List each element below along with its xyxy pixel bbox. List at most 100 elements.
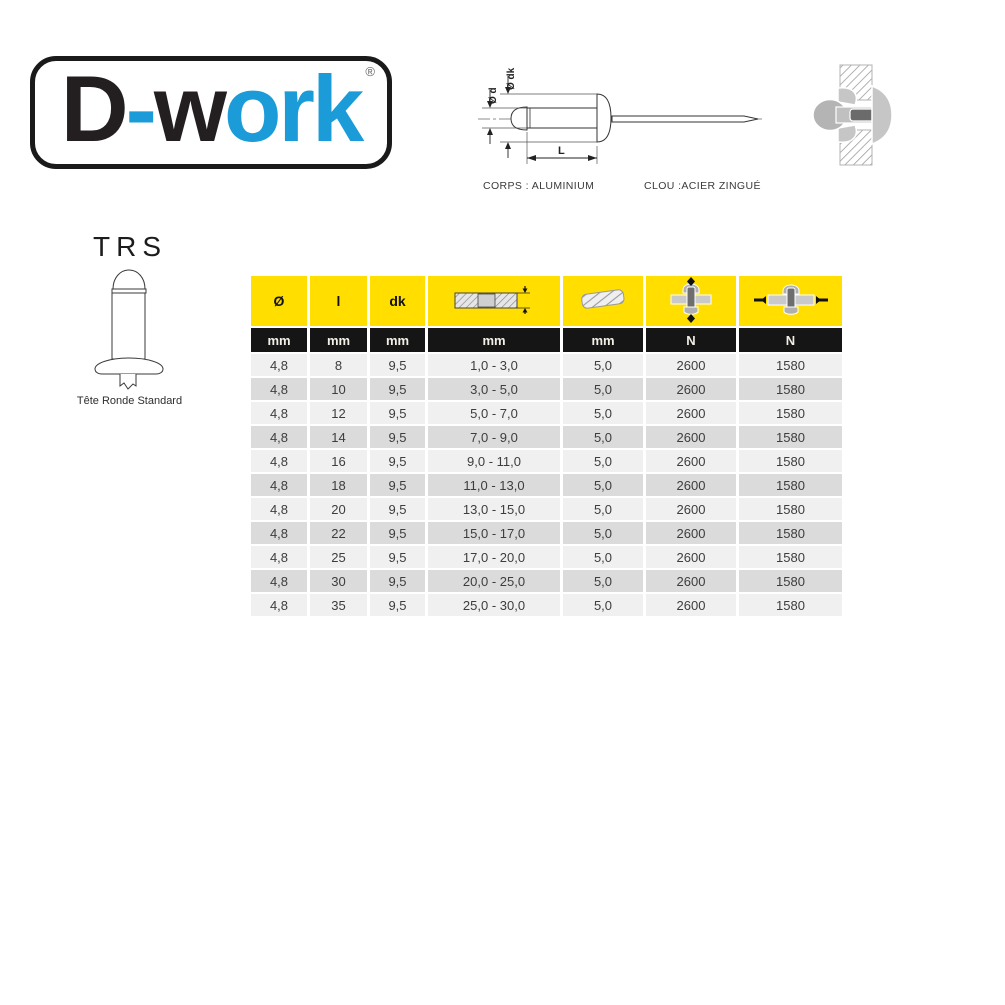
table-cell: 2600 (646, 570, 736, 592)
table-cell: 9,5 (370, 522, 425, 544)
table-cell: 4,8 (251, 594, 307, 616)
table-cell: 35 (310, 594, 367, 616)
table-cell: 22 (310, 522, 367, 544)
table-cell: 15,0 - 17,0 (428, 522, 560, 544)
table-unit-header-row: mm mm mm mm mm N N (251, 328, 842, 352)
table-cell: 9,5 (370, 570, 425, 592)
caption-nail-material: CLOU :ACIER ZINGUÉ (644, 180, 761, 192)
table-row: 4,8 20 9,5 13,0 - 15,0 5,0 2600 1580 (251, 498, 842, 520)
unit-cell: N (739, 328, 842, 352)
table-row: 4,8 14 9,5 7,0 - 9,0 5,0 2600 1580 (251, 426, 842, 448)
spec-table: Ø l dk (248, 274, 845, 618)
table-cell: 14 (310, 426, 367, 448)
table-cell: 5,0 (563, 546, 643, 568)
table-row: 4,8 25 9,5 17,0 - 20,0 5,0 2600 1580 (251, 546, 842, 568)
spec-table-body: 4,8 8 9,5 1,0 - 3,0 5,0 2600 1580 4,8 10 9,5 3,0 -… (251, 354, 842, 616)
table-cell: 5,0 (563, 498, 643, 520)
table-cell: 2600 (646, 522, 736, 544)
table-row: 4,8 10 9,5 3,0 - 5,0 5,0 2600 1580 (251, 378, 842, 400)
table-cell: 2600 (646, 474, 736, 496)
table-cell: 9,5 (370, 426, 425, 448)
unit-cell: mm (428, 328, 560, 352)
table-cell: 5,0 (563, 570, 643, 592)
table-cell: 13,0 - 15,0 (428, 498, 560, 520)
tensile-strength-icon (753, 283, 828, 315)
table-cell: 9,5 (370, 498, 425, 520)
table-cell: 9,5 (370, 594, 425, 616)
table-cell: 2600 (646, 546, 736, 568)
table-cell: 4,8 (251, 546, 307, 568)
logo-segment: - (125, 55, 157, 161)
table-cell: 16 (310, 450, 367, 472)
table-cell: 4,8 (251, 522, 307, 544)
table-cell: 1580 (739, 498, 842, 520)
label-length-l: L (558, 145, 565, 157)
rivet-profile-illustration (94, 269, 164, 390)
table-cell: 4,8 (251, 474, 307, 496)
brand-logo: D-work ® (30, 56, 392, 169)
table-cell: 2600 (646, 426, 736, 448)
table-cell: 3,0 - 5,0 (428, 378, 560, 400)
table-cell: 9,5 (370, 474, 425, 496)
table-cell: 2600 (646, 450, 736, 472)
table-cell: 4,8 (251, 498, 307, 520)
table-cell: 20,0 - 25,0 (428, 570, 560, 592)
col-header-drill-diameter (563, 276, 643, 326)
table-cell: 25,0 - 30,0 (428, 594, 560, 616)
grip-range-icon (454, 285, 530, 314)
col-header-length: l (310, 276, 367, 326)
label-diameter-d: Ø d (488, 87, 499, 104)
table-row: 4,8 16 9,5 9,0 - 11,0 5,0 2600 1580 (251, 450, 842, 472)
table-cell: 5,0 (563, 522, 643, 544)
table-cell: 1580 (739, 546, 842, 568)
table-cell: 17,0 - 20,0 (428, 546, 560, 568)
unit-cell: N (646, 328, 736, 352)
table-cell: 5,0 (563, 354, 643, 376)
col-header-tensile-strength (739, 276, 842, 326)
unit-cell: mm (251, 328, 307, 352)
table-cell: 5,0 - 7,0 (428, 402, 560, 424)
col-header-diameter: Ø (251, 276, 307, 326)
product-name: Tête Ronde Standard (76, 395, 183, 407)
unit-cell: mm (563, 328, 643, 352)
table-cell: 5,0 (563, 402, 643, 424)
table-cell: 2600 (646, 498, 736, 520)
brand-logo-text: D-work (61, 61, 365, 156)
table-cell: 4,8 (251, 402, 307, 424)
label-diameter-dk: Ø dk (506, 67, 517, 90)
table-cell: 1580 (739, 402, 842, 424)
table-row: 4,8 30 9,5 20,0 - 25,0 5,0 2600 1580 (251, 570, 842, 592)
table-cell: 2600 (646, 378, 736, 400)
table-row: 4,8 8 9,5 1,0 - 3,0 5,0 2600 1580 (251, 354, 842, 376)
table-cell: 5,0 (563, 474, 643, 496)
table-cell: 1,0 - 3,0 (428, 354, 560, 376)
table-cell: 5,0 (563, 594, 643, 616)
logo-segment: w (153, 55, 227, 161)
table-cell: 9,5 (370, 378, 425, 400)
table-cell: 4,8 (251, 570, 307, 592)
table-cell: 1580 (739, 474, 842, 496)
table-cell: 1580 (739, 522, 842, 544)
table-cell: 2600 (646, 354, 736, 376)
caption-body-material: CORPS : ALUMINIUM (483, 180, 595, 192)
table-cell: 9,5 (370, 546, 425, 568)
table-cell: 1580 (739, 426, 842, 448)
col-header-grip-range (428, 276, 560, 326)
table-cell: 2600 (646, 402, 736, 424)
table-cell: 5,0 (563, 378, 643, 400)
table-row: 4,8 22 9,5 15,0 - 17,0 5,0 2600 1580 (251, 522, 842, 544)
product-code: TRS (93, 231, 167, 262)
table-cell: 1580 (739, 354, 842, 376)
shear-strength-icon (670, 276, 712, 323)
table-cell: 1580 (739, 378, 842, 400)
rivet-dimension-diagram: Ø d Ø dk L (478, 67, 762, 164)
registered-trademark-icon: ® (365, 64, 375, 79)
table-cell: 5,0 (563, 426, 643, 448)
table-cell: 4,8 (251, 378, 307, 400)
table-cell: 9,5 (370, 450, 425, 472)
table-cell: 9,5 (370, 402, 425, 424)
col-header-head-diameter: dk (370, 276, 425, 326)
table-cell: 4,8 (251, 426, 307, 448)
unit-cell: mm (370, 328, 425, 352)
table-cell: 4,8 (251, 450, 307, 472)
